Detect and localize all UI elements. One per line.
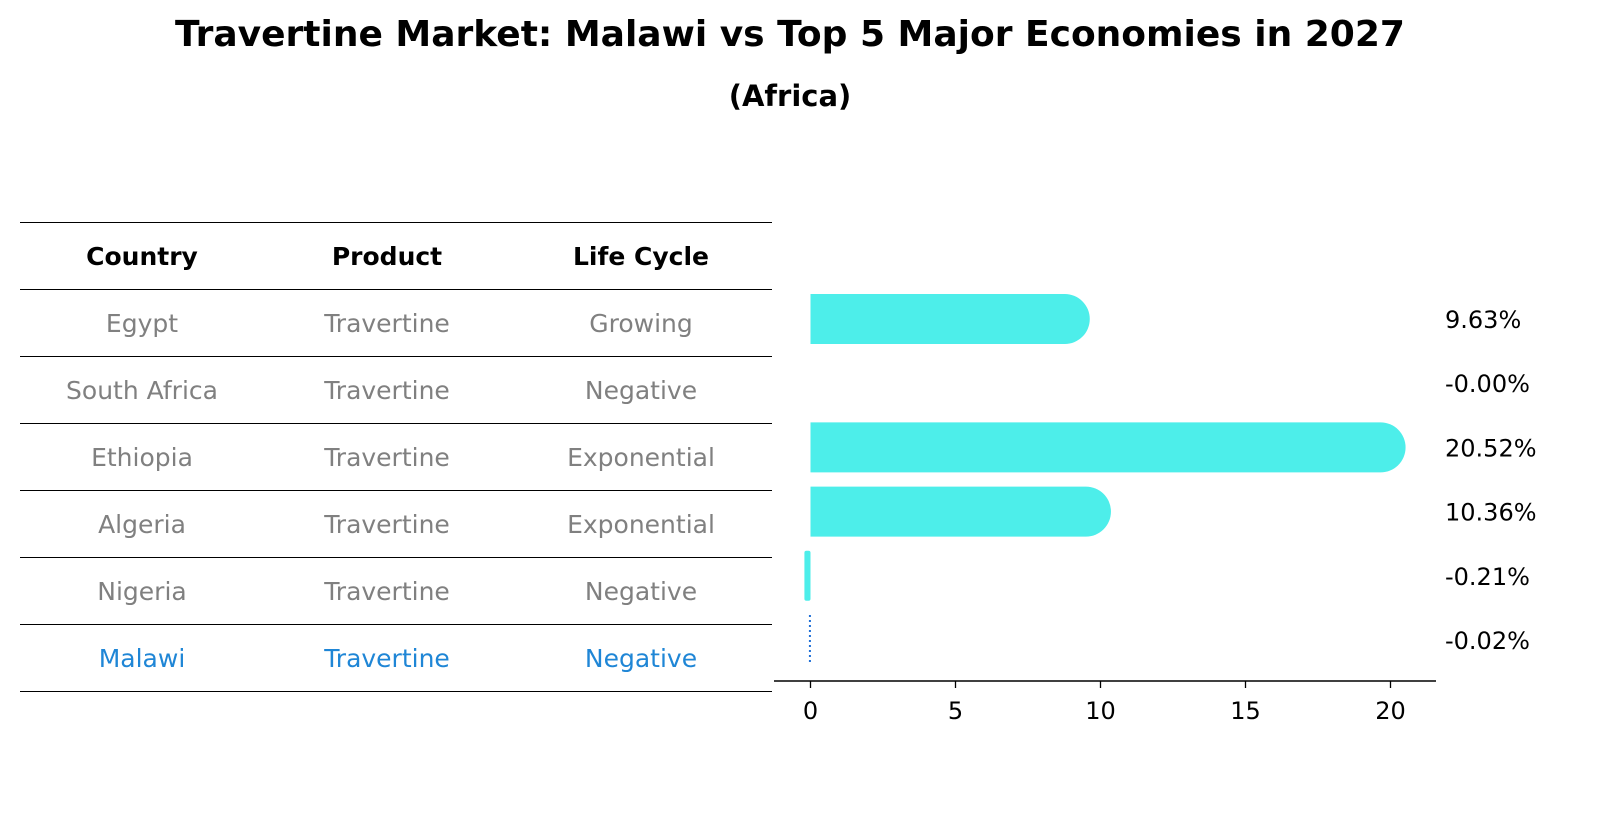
column-header-life-cycle: Life Cycle xyxy=(510,222,772,290)
bars-layer xyxy=(804,294,1406,665)
life-cycle-cell: Growing xyxy=(510,289,772,357)
value-label-malawi: -0.02% xyxy=(1445,627,1530,655)
life-cycle-cell: Exponential xyxy=(510,490,772,558)
chart-title: Travertine Market: Malawi vs Top 5 Major… xyxy=(175,14,1405,55)
country-cell: Nigeria xyxy=(20,557,264,625)
table-header-row: Country Product Life Cycle xyxy=(20,222,772,290)
x-tick-label: 5 xyxy=(948,697,963,725)
life-cycle-cell: Negative xyxy=(510,557,772,625)
bar-nigeria xyxy=(804,550,811,601)
country-cell: South Africa xyxy=(20,356,264,424)
life-cycle-cell: Exponential xyxy=(510,423,772,491)
growth-bar-chart: 9.63% -0.00% 20.52% 10.36% -0.21% -0.02% 0 5 10… xyxy=(774,294,1537,725)
table-row: Algeria Travertine Exponential xyxy=(20,490,772,558)
life-cycle-cell: Negative xyxy=(510,356,772,424)
table-row-highlighted: Malawi Travertine Negative xyxy=(20,624,772,692)
x-tick-label: 15 xyxy=(1230,697,1261,725)
table-row: Egypt Travertine Growing xyxy=(20,289,772,357)
bar-egypt xyxy=(810,294,1090,344)
table-row: Ethiopia Travertine Exponential xyxy=(20,423,772,491)
x-axis-ticks: 0 5 10 15 20 xyxy=(803,681,1406,725)
country-cell: Algeria xyxy=(20,490,264,558)
product-cell: Travertine xyxy=(264,624,510,692)
x-tick-label: 10 xyxy=(1085,697,1116,725)
comparison-table-container: Country Product Life Cycle Egypt Travert… xyxy=(20,222,772,692)
country-cell: Malawi xyxy=(20,624,264,692)
value-label-algeria: 10.36% xyxy=(1445,499,1537,527)
product-cell: Travertine xyxy=(264,557,510,625)
product-cell: Travertine xyxy=(264,356,510,424)
country-cell: Egypt xyxy=(20,289,264,357)
bar-algeria xyxy=(810,486,1111,537)
product-cell: Travertine xyxy=(264,490,510,558)
value-label-egypt: 9.63% xyxy=(1445,306,1521,334)
product-cell: Travertine xyxy=(264,289,510,357)
table-row: Nigeria Travertine Negative xyxy=(20,557,772,625)
value-label-ethiopia: 20.52% xyxy=(1445,434,1537,462)
country-cell: Ethiopia xyxy=(20,423,264,491)
table-row: South Africa Travertine Negative xyxy=(20,356,772,424)
column-header-country: Country xyxy=(20,222,264,290)
x-tick-label: 20 xyxy=(1375,697,1406,725)
value-label-nigeria: -0.21% xyxy=(1445,563,1530,591)
comparison-table: Country Product Life Cycle Egypt Travert… xyxy=(20,222,772,692)
value-labels-layer: 9.63% -0.00% 20.52% 10.36% -0.21% -0.02% xyxy=(1445,306,1537,655)
life-cycle-cell: Negative xyxy=(510,624,772,692)
x-tick-label: 0 xyxy=(803,697,818,725)
chart-subtitle: (Africa) xyxy=(728,79,852,113)
product-cell: Travertine xyxy=(264,423,510,491)
column-header-product: Product xyxy=(264,222,510,290)
value-label-south-africa: -0.00% xyxy=(1445,370,1530,398)
bar-ethiopia xyxy=(810,422,1406,473)
